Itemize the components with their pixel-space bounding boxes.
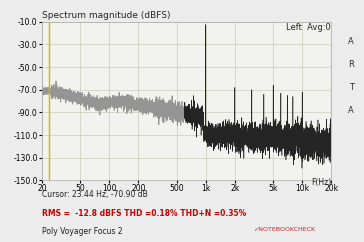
Text: R: R [348,60,354,69]
Text: A: A [348,37,354,46]
Text: Spectrum magnitude (dBFS): Spectrum magnitude (dBFS) [42,11,170,20]
Text: ✓NOTEBOOKCHECK: ✓NOTEBOOKCHECK [253,227,315,233]
Text: Cursor: 23.44 Hz, -70.90 dB: Cursor: 23.44 Hz, -70.90 dB [42,190,148,199]
Text: Poly Voyager Focus 2: Poly Voyager Focus 2 [42,227,122,236]
Text: F(Hz): F(Hz) [312,178,332,187]
Text: T: T [349,83,354,92]
Text: RMS =  -12.8 dBFS THD =0.18% THD+N =0.35%: RMS = -12.8 dBFS THD =0.18% THD+N =0.35% [42,209,246,218]
Text: A: A [348,106,354,115]
Text: Left  Avg:0: Left Avg:0 [286,23,331,32]
